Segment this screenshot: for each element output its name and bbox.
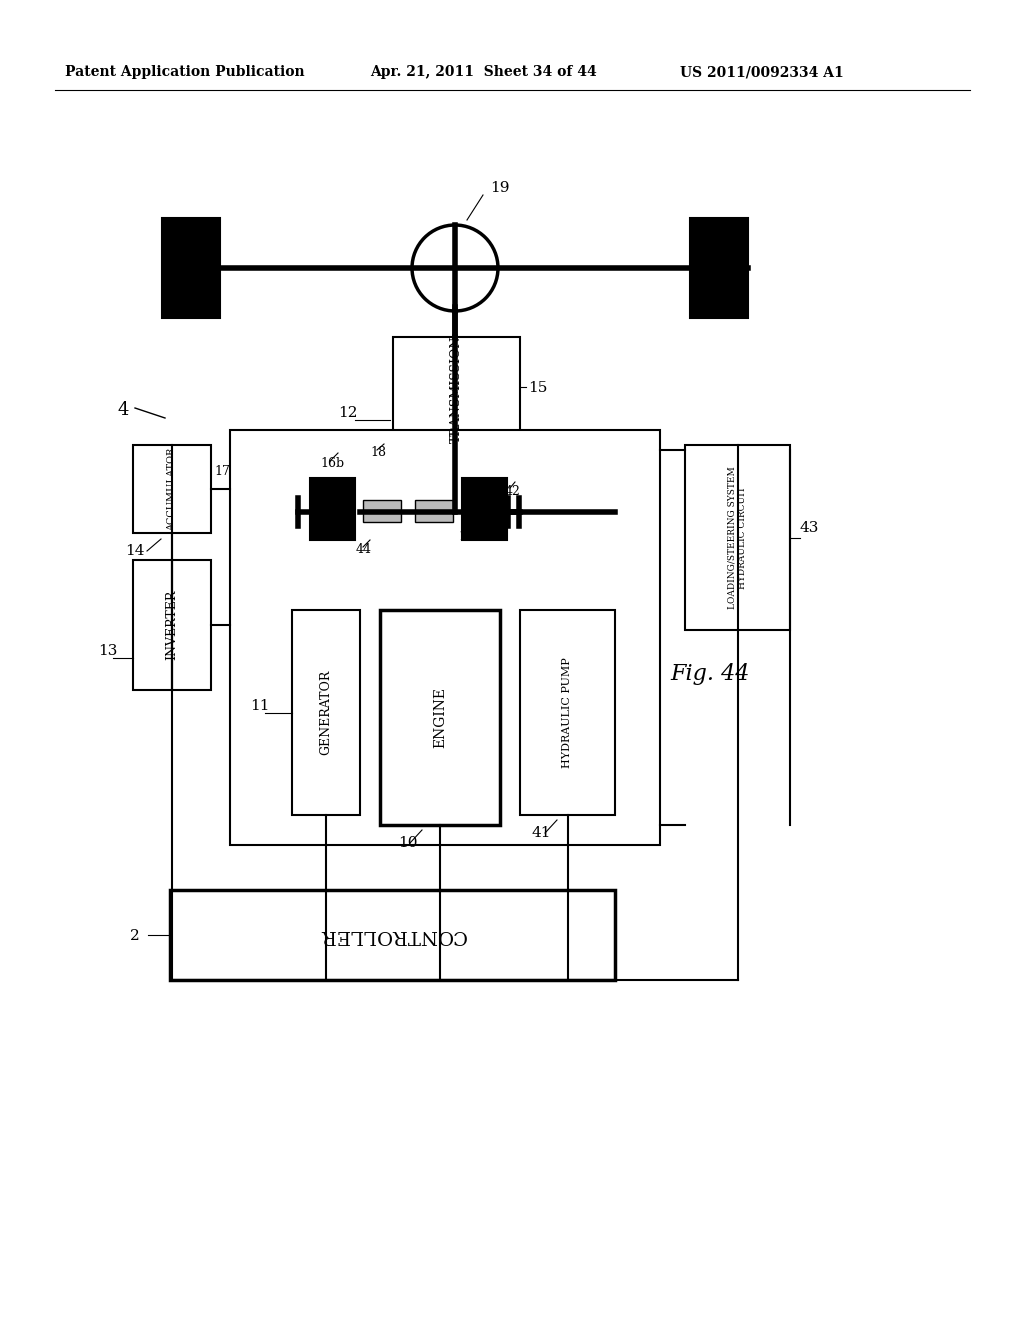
Text: 2: 2: [130, 929, 139, 942]
Bar: [133, 445, 211, 533]
Text: 44: 44: [356, 543, 372, 556]
Bar: [362, 500, 401, 521]
Text: 10: 10: [398, 836, 418, 850]
Bar: [170, 890, 615, 979]
Text: Fig. 44: Fig. 44: [670, 663, 750, 685]
Text: 43: 43: [800, 521, 819, 536]
Bar: [393, 337, 520, 442]
Text: 14: 14: [125, 544, 144, 558]
Text: 18: 18: [370, 446, 386, 459]
Text: 13: 13: [98, 644, 118, 657]
Bar: [685, 445, 790, 630]
Text: ACCUMULATOR: ACCUMULATOR: [168, 447, 176, 531]
Text: INVERTER: INVERTER: [166, 590, 178, 660]
Bar: [162, 218, 220, 318]
Text: LOADING/STEERING SYSTEM
HYDRAULIC CIRCUIT: LOADING/STEERING SYSTEM HYDRAULIC CIRCUI…: [728, 466, 748, 609]
Text: US 2011/0092334 A1: US 2011/0092334 A1: [680, 65, 844, 79]
Bar: [462, 478, 507, 540]
Bar: [415, 500, 453, 521]
Text: ENGINE: ENGINE: [433, 686, 447, 748]
Text: 16a: 16a: [458, 531, 481, 543]
Text: HYDRAULIC PUMP: HYDRAULIC PUMP: [562, 657, 572, 768]
Text: 17: 17: [214, 465, 229, 478]
Text: 12: 12: [338, 407, 357, 420]
Text: 42: 42: [505, 484, 521, 498]
Bar: [310, 478, 355, 540]
Bar: [133, 560, 211, 690]
Text: 20: 20: [160, 279, 179, 293]
Bar: [292, 610, 360, 814]
Text: Patent Application Publication: Patent Application Publication: [65, 65, 304, 79]
Bar: [230, 430, 660, 845]
Text: 15: 15: [528, 381, 548, 395]
Text: 19: 19: [490, 181, 510, 195]
Bar: [690, 218, 748, 318]
Text: Apr. 21, 2011  Sheet 34 of 44: Apr. 21, 2011 Sheet 34 of 44: [370, 65, 597, 79]
Bar: [380, 610, 500, 825]
Text: GENERATOR: GENERATOR: [319, 669, 333, 755]
Text: 4: 4: [118, 401, 129, 418]
Bar: [520, 610, 615, 814]
Text: 16b: 16b: [319, 457, 344, 470]
Text: 11: 11: [250, 700, 269, 713]
Text: TRANSMISSION: TRANSMISSION: [450, 335, 463, 444]
Text: CONTROLLER: CONTROLLER: [319, 927, 466, 944]
Text: 41: 41: [532, 826, 552, 840]
